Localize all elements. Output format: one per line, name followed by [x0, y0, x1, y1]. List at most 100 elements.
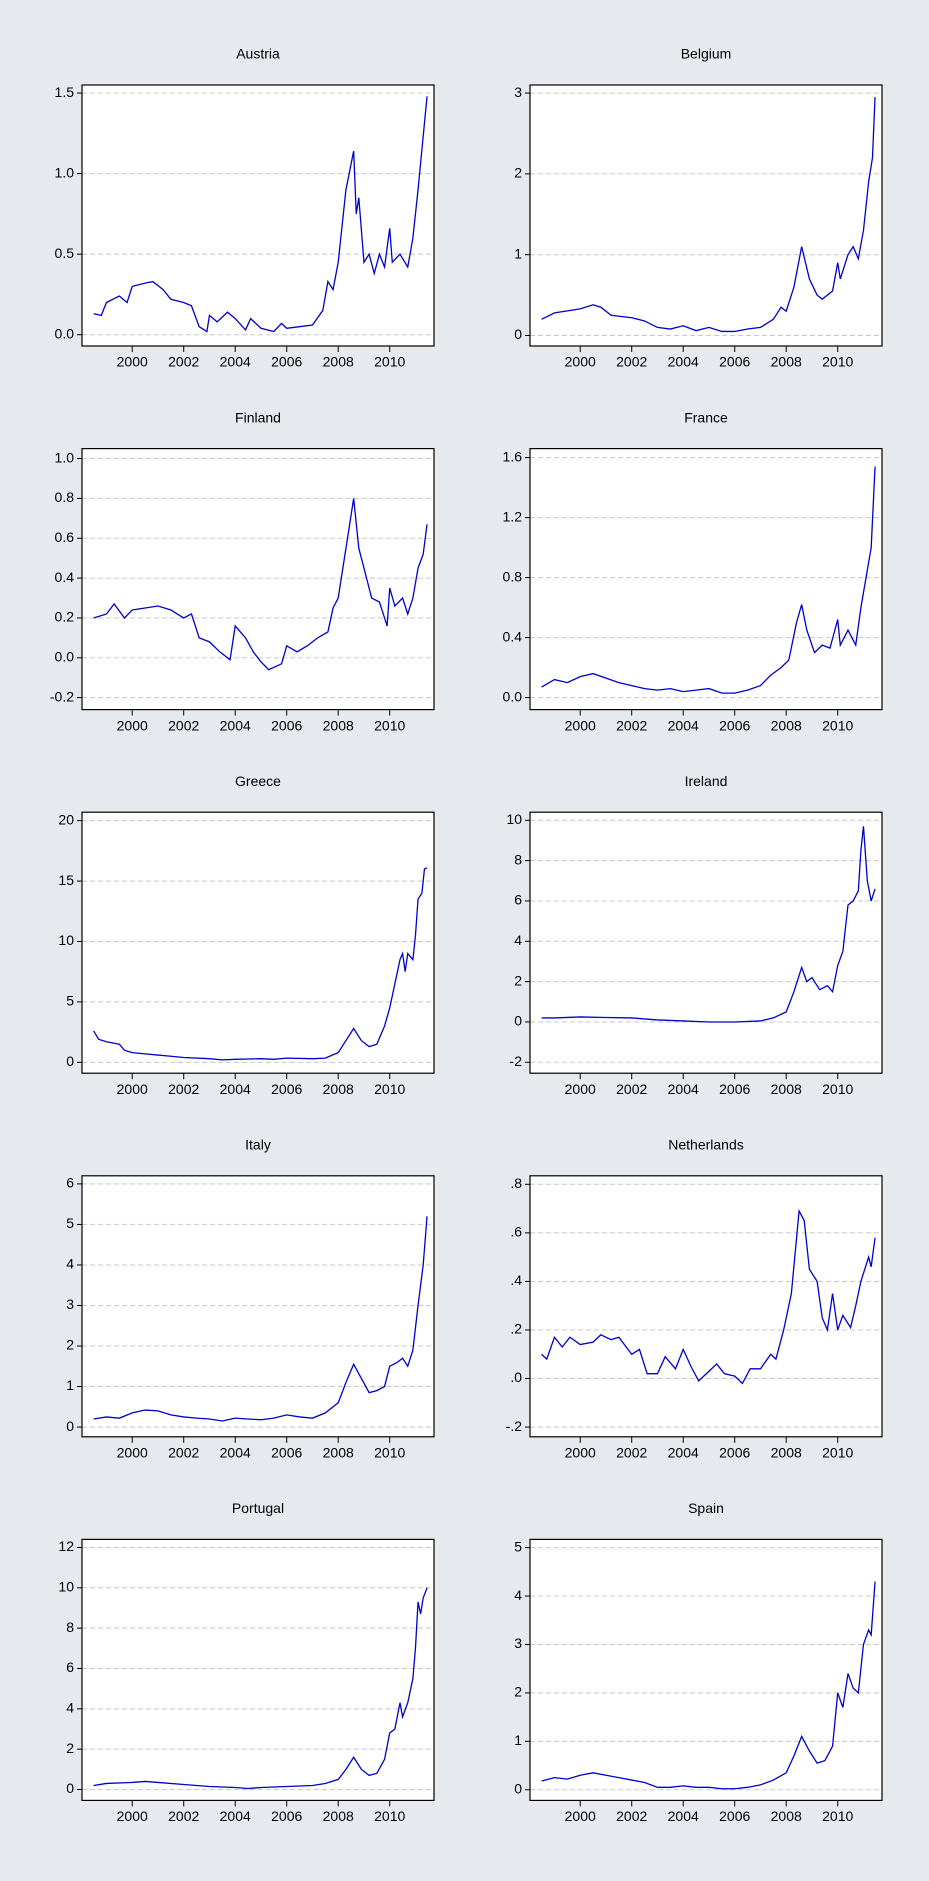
chart-title: Finland — [235, 409, 281, 425]
x-tick-label: 2008 — [771, 717, 802, 733]
plot-frame — [529, 1175, 883, 1438]
data-line — [93, 96, 428, 333]
x-tick-label: 2002 — [168, 1081, 199, 1097]
x-tick-label: 2004 — [220, 1081, 251, 1097]
y-tick-label: .2 — [510, 1321, 522, 1337]
x-tick-label: 2008 — [323, 1445, 354, 1461]
x-tick-label: 2010 — [822, 1081, 853, 1097]
y-tick-label: 10 — [506, 811, 522, 827]
y-tick-label: 3 — [514, 1635, 522, 1651]
chart-title: Italy — [245, 1137, 271, 1153]
x-tick-label: 2010 — [822, 354, 853, 370]
y-tick-label: 2 — [514, 1684, 522, 1700]
x-tick-label: 2000 — [117, 1445, 148, 1461]
y-tick-label: 0.8 — [503, 568, 523, 584]
y-tick-label: 4 — [66, 1256, 74, 1272]
x-tick-label: 2008 — [771, 1445, 802, 1461]
y-tick-label: 1.5 — [55, 84, 75, 100]
x-tick-label: 2002 — [168, 1808, 199, 1824]
x-tick-label: 2010 — [374, 354, 405, 370]
x-tick-label: 2006 — [719, 1445, 750, 1461]
y-tick-label: 2 — [514, 972, 522, 988]
y-tick-label: 1 — [514, 245, 522, 261]
plot-area — [82, 85, 434, 346]
y-tick-label: 5 — [66, 1215, 74, 1231]
plot-area — [530, 812, 882, 1074]
y-tick-label: 0 — [514, 326, 522, 342]
x-tick-label: 2006 — [271, 1081, 302, 1097]
y-tick-label: 1.6 — [503, 448, 523, 464]
y-tick-label: 0 — [514, 1780, 522, 1796]
y-tick-label: 0 — [66, 1053, 74, 1069]
x-tick-label: 2004 — [220, 354, 251, 370]
data-line — [93, 1587, 428, 1790]
x-tick-label: 2006 — [719, 354, 750, 370]
x-tick-label: 2000 — [565, 1081, 596, 1097]
x-tick-label: 2002 — [168, 717, 199, 733]
y-tick-label: 0 — [66, 1418, 74, 1434]
x-tick-label: 2000 — [565, 1445, 596, 1461]
x-tick-label: 2008 — [323, 717, 354, 733]
y-tick-label: 10 — [58, 932, 74, 948]
y-tick-label: 10 — [58, 1579, 74, 1595]
plot-area — [82, 1175, 434, 1437]
x-tick-label: 2000 — [117, 1808, 148, 1824]
plot-area — [530, 448, 882, 710]
y-tick-label: 0.8 — [55, 489, 75, 505]
chart-title: Austria — [236, 46, 280, 62]
x-tick-label: 2004 — [220, 1808, 251, 1824]
x-tick-label: 2008 — [323, 1081, 354, 1097]
x-tick-label: 2008 — [771, 354, 802, 370]
y-tick-label: 4 — [514, 1587, 522, 1603]
y-tick-label: -0.2 — [50, 688, 74, 704]
data-line — [541, 1581, 876, 1790]
y-tick-label: 0.0 — [55, 325, 75, 341]
y-tick-label: 15 — [58, 872, 74, 888]
y-tick-label: 3 — [66, 1296, 74, 1312]
x-tick-label: 2002 — [616, 354, 647, 370]
x-tick-label: 2010 — [374, 717, 405, 733]
x-tick-label: 2004 — [668, 717, 699, 733]
x-tick-label: 2006 — [719, 717, 750, 733]
x-tick-label: 2010 — [374, 1808, 405, 1824]
y-tick-label: .0 — [510, 1369, 522, 1385]
y-tick-label: 3 — [514, 84, 522, 100]
y-tick-label: .6 — [510, 1224, 522, 1240]
x-tick-label: 2004 — [668, 1808, 699, 1824]
y-tick-label: 8 — [514, 851, 522, 867]
y-tick-label: 0.6 — [55, 529, 75, 545]
plot-frame — [529, 811, 883, 1074]
y-tick-label: 0.4 — [503, 628, 523, 644]
data-line — [541, 826, 876, 1023]
x-tick-label: 2006 — [271, 1445, 302, 1461]
y-tick-label: 0.0 — [503, 688, 523, 704]
y-tick-label: 1.2 — [503, 508, 523, 524]
chart-title: Greece — [235, 773, 281, 789]
x-tick-label: 2000 — [565, 717, 596, 733]
x-tick-label: 2000 — [117, 717, 148, 733]
x-tick-label: 2004 — [668, 354, 699, 370]
data-line — [541, 97, 876, 333]
y-tick-label: 6 — [66, 1175, 74, 1191]
plot-area — [82, 812, 434, 1074]
y-tick-label: 4 — [66, 1700, 74, 1716]
x-tick-label: 2006 — [271, 717, 302, 733]
y-tick-label: 20 — [58, 811, 74, 827]
y-tick-label: 6 — [514, 892, 522, 908]
y-tick-label: 5 — [66, 993, 74, 1009]
x-tick-label: 2010 — [374, 1445, 405, 1461]
y-tick-label: 0.0 — [55, 649, 75, 665]
y-tick-label: 0.2 — [55, 609, 75, 625]
x-tick-label: 2006 — [719, 1081, 750, 1097]
x-tick-label: 2008 — [771, 1808, 802, 1824]
y-tick-label: 0 — [66, 1780, 74, 1796]
x-tick-label: 2010 — [822, 1445, 853, 1461]
y-tick-label: 12 — [58, 1538, 74, 1554]
x-tick-label: 2000 — [565, 354, 596, 370]
data-line — [93, 867, 428, 1061]
y-tick-label: 2 — [514, 165, 522, 181]
x-tick-label: 2000 — [117, 1081, 148, 1097]
chart-title: France — [684, 409, 728, 425]
